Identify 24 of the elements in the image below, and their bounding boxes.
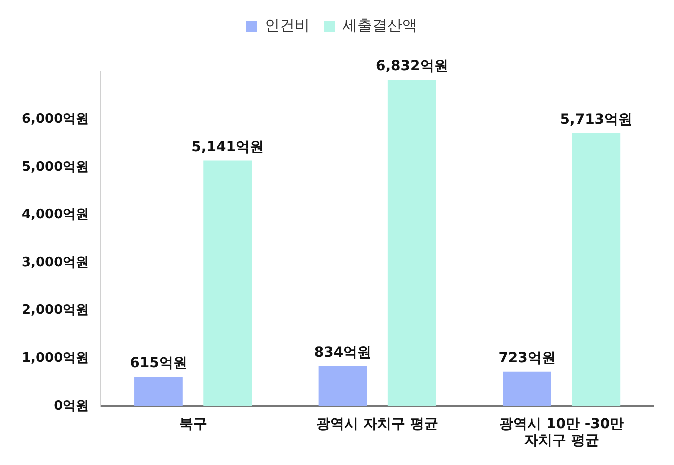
bar bbox=[572, 133, 621, 406]
x-tick-label: 광역시 10만 -30만 자치구 평균 bbox=[500, 416, 624, 450]
y-tick-label: 1,000억원 bbox=[22, 351, 90, 366]
y-tick-label: 4,000억원 bbox=[22, 208, 90, 223]
data-label: 834억원 bbox=[314, 345, 372, 362]
data-label: 723억원 bbox=[498, 350, 556, 366]
y-tick-label: 5,000억원 bbox=[22, 160, 90, 175]
legend-label: 세출결산액 bbox=[342, 16, 418, 34]
legend-label: 인건비 bbox=[265, 16, 310, 34]
y-tick-label: 2,000억원 bbox=[22, 303, 90, 318]
y-tick-label: 3,000억원 bbox=[22, 255, 90, 270]
data-label: 5,713억원 bbox=[560, 112, 633, 128]
data-label: 615억원 bbox=[130, 356, 188, 372]
data-label: 6,832억원 bbox=[376, 58, 448, 75]
y-tick-label: 0억원 bbox=[54, 398, 90, 414]
bar bbox=[503, 372, 552, 406]
y-tick-label: 6,000억원 bbox=[22, 112, 90, 128]
bar bbox=[134, 377, 183, 406]
data-label: 5,141억원 bbox=[192, 139, 264, 156]
x-tick-label: 광역시 자치구 평균 bbox=[316, 416, 438, 432]
x-tick-label: 북구 bbox=[179, 416, 208, 432]
bar bbox=[204, 160, 252, 406]
bar bbox=[318, 366, 368, 406]
bar bbox=[388, 80, 436, 406]
